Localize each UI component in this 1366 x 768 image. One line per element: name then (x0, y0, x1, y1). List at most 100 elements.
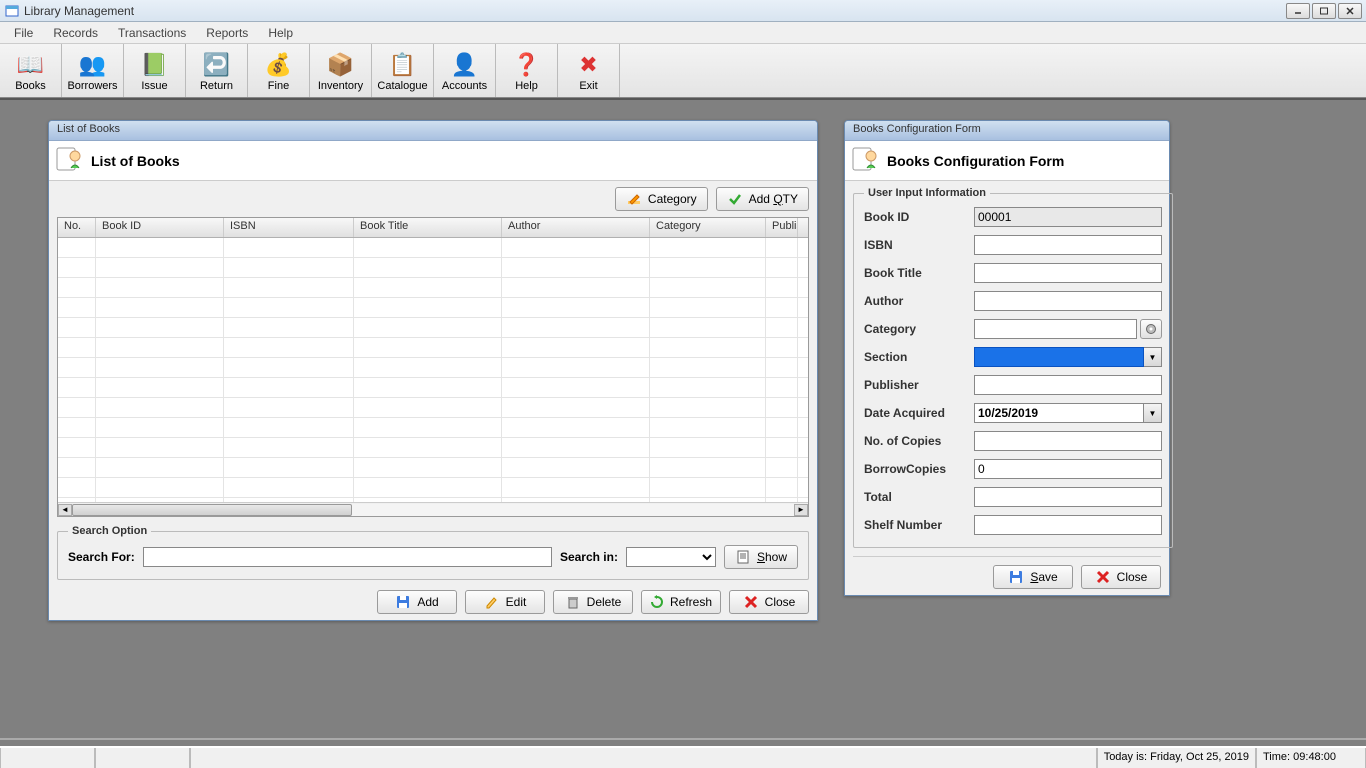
books-grid[interactable]: No.Book IDISBNBook TitleAuthorCategoryPu… (57, 217, 809, 517)
tool-borrowers[interactable]: 👥Borrowers (62, 44, 124, 97)
save-icon (395, 594, 411, 610)
col-book-id[interactable]: Book ID (96, 218, 224, 237)
book-id-label: Book ID (864, 210, 974, 224)
tool-accounts[interactable]: 👤Accounts (434, 44, 496, 97)
list-panel-icon (55, 144, 83, 177)
grid-hscroll[interactable]: ◄ ► (58, 502, 808, 516)
total-input[interactable] (974, 487, 1162, 507)
category-input[interactable] (974, 319, 1137, 339)
tool-return[interactable]: ↩️Return (186, 44, 248, 97)
menu-help[interactable]: Help (258, 24, 303, 42)
col-category[interactable]: Category (650, 218, 766, 237)
table-row[interactable] (58, 458, 808, 478)
save-icon (1008, 569, 1024, 585)
scroll-right-icon[interactable]: ► (794, 504, 808, 516)
col-isbn[interactable]: ISBN (224, 218, 354, 237)
tool-issue[interactable]: 📗Issue (124, 44, 186, 97)
search-option-group: Search Option Search For: Search in: Sho… (57, 525, 809, 580)
menu-reports[interactable]: Reports (196, 24, 258, 42)
scroll-track[interactable] (72, 504, 794, 516)
scroll-left-icon[interactable]: ◄ (58, 504, 72, 516)
col-no-[interactable]: No. (58, 218, 96, 237)
col-publis[interactable]: Publis (766, 218, 798, 237)
table-row[interactable] (58, 418, 808, 438)
table-row[interactable] (58, 438, 808, 458)
menu-file[interactable]: File (4, 24, 43, 42)
tool-inventory[interactable]: 📦Inventory (310, 44, 372, 97)
search-legend: Search Option (68, 525, 151, 537)
borrow-copies-input[interactable] (974, 459, 1162, 479)
delete-button[interactable]: Delete (553, 590, 633, 614)
table-row[interactable] (58, 318, 808, 338)
table-row[interactable] (58, 478, 808, 498)
tool-label: Books (15, 80, 46, 92)
grid-header: No.Book IDISBNBook TitleAuthorCategoryPu… (58, 218, 808, 238)
tool-books[interactable]: 📖Books (0, 44, 62, 97)
exit-icon: ✖ (573, 51, 605, 79)
publisher-input[interactable] (974, 375, 1162, 395)
config-panel-header: Books Configuration Form (845, 141, 1169, 181)
col-book-title[interactable]: Book Title (354, 218, 502, 237)
add-button[interactable]: Add (377, 590, 457, 614)
tool-label: Issue (141, 80, 167, 92)
check-icon (727, 191, 743, 207)
date-acquired-input[interactable] (974, 403, 1144, 423)
author-label: Author (864, 294, 974, 308)
book-id-input[interactable] (974, 207, 1162, 227)
table-row[interactable] (58, 278, 808, 298)
status-spacer (190, 748, 1097, 768)
fine-icon: 💰 (263, 51, 295, 79)
col-author[interactable]: Author (502, 218, 650, 237)
search-in-select[interactable] (626, 547, 716, 567)
table-row[interactable] (58, 398, 808, 418)
status-time: Time: 09:48:00 (1256, 748, 1366, 768)
copies-input[interactable] (974, 431, 1162, 451)
toolbar: 📖Books👥Borrowers📗Issue↩️Return💰Fine📦Inve… (0, 44, 1366, 98)
menu-transactions[interactable]: Transactions (108, 24, 196, 42)
category-button[interactable]: Category (615, 187, 708, 211)
author-input[interactable] (974, 291, 1162, 311)
table-row[interactable] (58, 298, 808, 318)
maximize-button[interactable] (1312, 3, 1336, 19)
add-qty-button[interactable]: Add QTY (716, 187, 809, 211)
table-row[interactable] (58, 358, 808, 378)
trash-icon (565, 594, 581, 610)
config-legend: User Input Information (864, 187, 990, 199)
close-button[interactable] (1338, 3, 1362, 19)
save-button[interactable]: Save (993, 565, 1073, 589)
scroll-thumb[interactable] (72, 504, 352, 516)
shelf-input[interactable] (974, 515, 1162, 535)
tool-label: Return (200, 80, 233, 92)
list-close-button[interactable]: Close (729, 590, 809, 614)
document-icon (735, 549, 751, 565)
borrowers-icon: 👥 (77, 51, 109, 79)
search-for-label: Search For: (68, 550, 135, 564)
refresh-button[interactable]: Refresh (641, 590, 721, 614)
grid-body (58, 238, 808, 502)
menu-records[interactable]: Records (43, 24, 108, 42)
tool-help[interactable]: ❓Help (496, 44, 558, 97)
search-for-input[interactable] (143, 547, 552, 567)
tool-catalogue[interactable]: 📋Catalogue (372, 44, 434, 97)
book-title-input[interactable] (974, 263, 1162, 283)
config-form-window: Books Configuration Form Books Configura… (844, 120, 1170, 596)
table-row[interactable] (58, 378, 808, 398)
table-row[interactable] (58, 238, 808, 258)
tool-exit[interactable]: ✖Exit (558, 44, 620, 97)
section-select[interactable] (974, 347, 1144, 367)
books-icon: 📖 (15, 51, 47, 79)
config-close-button[interactable]: Close (1081, 565, 1161, 589)
user-input-group: User Input Information Book ID ISBN Book… (853, 187, 1173, 548)
tool-label: Borrowers (67, 80, 117, 92)
isbn-input[interactable] (974, 235, 1162, 255)
category-gear-button[interactable] (1140, 319, 1162, 339)
minimize-button[interactable] (1286, 3, 1310, 19)
edit-button[interactable]: Edit (465, 590, 545, 614)
table-row[interactable] (58, 258, 808, 278)
section-dropdown-button[interactable]: ▼ (1144, 347, 1162, 367)
date-dropdown-button[interactable]: ▼ (1144, 403, 1162, 423)
status-cell-1 (0, 748, 95, 768)
show-button[interactable]: Show (724, 545, 798, 569)
table-row[interactable] (58, 338, 808, 358)
tool-fine[interactable]: 💰Fine (248, 44, 310, 97)
